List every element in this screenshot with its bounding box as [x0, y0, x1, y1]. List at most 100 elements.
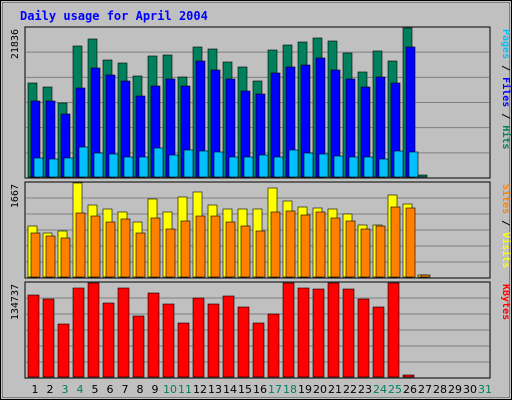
bar-pages-day-4	[78, 146, 89, 178]
y-max-label: 134737	[10, 284, 21, 320]
bar-hits-day-27	[417, 174, 428, 178]
bar-kbytes-day-24	[372, 306, 385, 378]
bar-pages-day-25	[393, 150, 404, 178]
bar-sites-day-3	[60, 237, 71, 278]
day-label: 12	[193, 383, 207, 396]
day-label: 26	[403, 383, 417, 396]
bar-pages-day-23	[363, 156, 374, 178]
bar-kbytes-day-16	[252, 322, 265, 378]
bar-pages-day-13	[213, 151, 224, 178]
bar-kbytes-day-14	[222, 295, 235, 378]
day-label: 10	[163, 383, 177, 396]
bar-pages-day-3	[63, 157, 74, 178]
bar-pages-day-16	[258, 154, 269, 178]
bar-kbytes-day-20	[312, 288, 325, 378]
bar-sites-day-6	[105, 221, 116, 278]
bar-kbytes-day-13	[207, 303, 220, 378]
bar-kbytes-day-17	[267, 313, 280, 378]
bar-kbytes-day-19	[297, 287, 310, 378]
day-label: 31	[478, 383, 492, 396]
day-label: 14	[223, 383, 237, 396]
bar-sites-day-21	[330, 217, 341, 278]
y-max-label: 1667	[10, 184, 21, 208]
day-label: 28	[433, 383, 447, 396]
series-legend-label: KBytes	[500, 284, 511, 320]
bar-sites-day-10	[165, 228, 176, 278]
day-label: 11	[178, 383, 192, 396]
bar-sites-day-8	[135, 232, 146, 278]
day-label: 27	[418, 383, 432, 396]
bar-pages-day-6	[108, 153, 119, 178]
bar-pages-day-21	[333, 155, 344, 178]
bar-sites-day-17	[270, 211, 281, 278]
day-label: 15	[238, 383, 252, 396]
bar-sites-day-1	[30, 232, 41, 278]
bar-sites-day-25	[390, 206, 401, 278]
series-sites	[30, 206, 431, 278]
bar-pages-day-11	[183, 149, 194, 178]
day-label: 8	[137, 383, 144, 396]
bar-sites-day-26	[405, 207, 416, 278]
bar-kbytes-day-18	[282, 282, 295, 378]
bar-kbytes-day-4	[72, 287, 85, 378]
day-label: 6	[107, 383, 114, 396]
day-label: 2	[47, 383, 54, 396]
day-label: 23	[358, 383, 372, 396]
day-label: 13	[208, 383, 222, 396]
bar-pages-day-7	[123, 156, 134, 178]
bar-sites-day-27	[420, 274, 431, 278]
bar-pages-day-1	[33, 157, 44, 178]
bar-kbytes-day-26	[402, 374, 415, 378]
bar-sites-day-20	[315, 211, 326, 278]
day-label: 9	[152, 383, 159, 396]
day-label: 19	[298, 383, 312, 396]
bar-kbytes-day-25	[387, 282, 400, 378]
bar-kbytes-day-11	[177, 322, 190, 378]
bar-kbytes-day-7	[117, 287, 130, 378]
day-label: 20	[313, 383, 327, 396]
day-label: 5	[92, 383, 99, 396]
day-label: 3	[62, 383, 69, 396]
bar-pages-day-18	[288, 149, 299, 178]
bar-kbytes-day-22	[342, 288, 355, 378]
bar-kbytes-day-5	[87, 282, 100, 378]
series-legend-label: Pages / Files / Hits	[500, 29, 512, 149]
day-label: 21	[328, 383, 342, 396]
series-files	[30, 46, 416, 178]
bar-sites-day-4	[75, 212, 86, 278]
bar-kbytes-day-6	[102, 302, 115, 378]
bar-sites-day-16	[255, 230, 266, 278]
day-label: 29	[448, 383, 462, 396]
bar-pages-day-2	[48, 158, 59, 178]
bar-sites-day-11	[180, 220, 191, 278]
bar-sites-day-2	[45, 235, 56, 278]
bar-pages-day-22	[348, 156, 359, 178]
panel-kbytes: 134737 KBytes	[10, 281, 511, 379]
bar-sites-day-9	[150, 217, 161, 278]
day-label: 22	[343, 383, 357, 396]
bar-kbytes-day-21	[327, 282, 340, 378]
bar-sites-day-14	[225, 221, 236, 278]
bar-kbytes-day-23	[357, 298, 370, 378]
bar-pages-day-19	[303, 152, 314, 178]
bar-pages-day-12	[198, 150, 209, 178]
day-axis-labels: 1 2 3 4 5 6 7 8 9 10 11 12 13 14 15 16 17 18 19 20 21 22 23 24 2…	[32, 383, 493, 396]
bar-kbytes-day-10	[162, 303, 175, 378]
bar-pages-day-9	[153, 147, 164, 178]
day-label: 18	[283, 383, 297, 396]
series-pages	[33, 146, 419, 178]
day-label: 7	[122, 383, 129, 396]
bar-sites-day-18	[285, 210, 296, 278]
bar-pages-day-10	[168, 154, 179, 178]
bar-sites-day-24	[375, 225, 386, 278]
bar-pages-day-26	[408, 151, 419, 178]
panel-hits-files-pages: 21836 Pages / Files / Hits	[10, 26, 512, 179]
series-kbytes	[27, 282, 415, 378]
bar-sites-day-19	[300, 214, 311, 278]
series-legend-label: Sites / Visits	[500, 184, 512, 268]
day-label: 30	[463, 383, 477, 396]
day-label: 4	[77, 383, 84, 396]
bar-kbytes-day-3	[57, 323, 70, 378]
bar-sites-day-22	[345, 220, 356, 278]
